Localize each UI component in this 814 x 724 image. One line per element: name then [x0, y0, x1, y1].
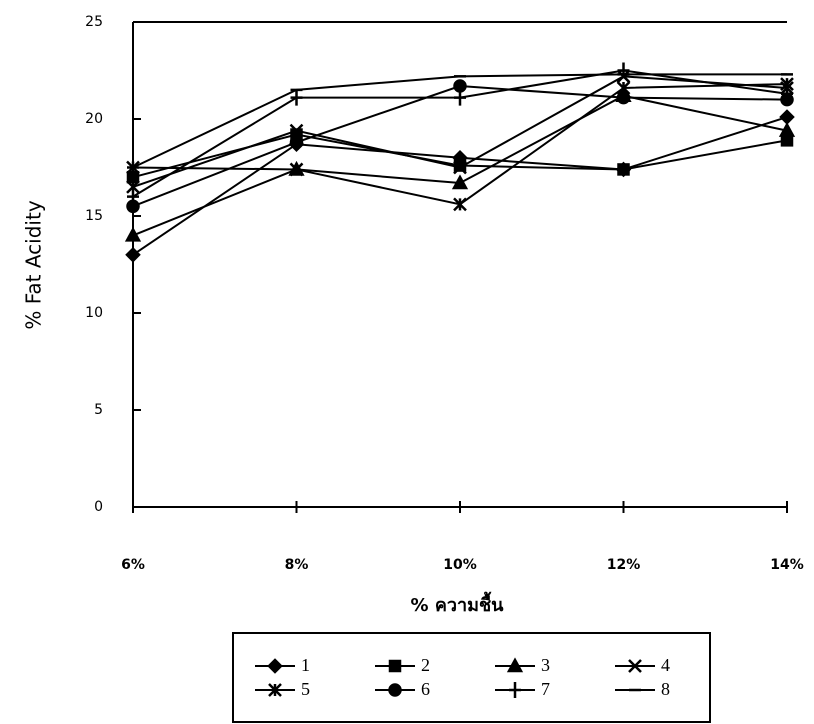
legend-label: 3 — [541, 655, 550, 675]
marker — [628, 659, 642, 673]
legend-label: 5 — [301, 679, 310, 699]
marker — [616, 90, 631, 105]
marker — [124, 226, 142, 242]
y-axis-title: % Fat Acidity — [22, 200, 46, 329]
legend-label: 6 — [421, 679, 430, 699]
marker — [617, 62, 630, 79]
marker — [126, 170, 140, 184]
x-tick-label: 12% — [607, 557, 641, 573]
marker — [506, 657, 524, 673]
y-tick-label: 0 — [94, 499, 103, 515]
legend-label: 4 — [661, 655, 670, 675]
marker — [779, 109, 795, 125]
legend-label: 7 — [541, 679, 550, 699]
legend-label: 8 — [661, 679, 670, 699]
marker — [509, 682, 521, 698]
marker — [388, 683, 402, 697]
x-tick-label: 10% — [443, 557, 477, 573]
legend-label: 2 — [421, 655, 430, 675]
y-tick-label: 5 — [94, 402, 103, 418]
marker — [388, 659, 402, 673]
y-tick-label: 20 — [85, 111, 103, 127]
marker — [781, 85, 793, 102]
marker — [453, 197, 467, 212]
marker — [453, 160, 467, 175]
y-tick-label: 15 — [85, 208, 103, 224]
marker — [126, 180, 140, 194]
x-axis-title: % ความชื้น — [411, 591, 505, 616]
marker — [267, 658, 283, 674]
marker — [289, 123, 304, 138]
marker — [127, 188, 139, 205]
marker — [268, 683, 282, 697]
marker — [617, 163, 630, 176]
marker — [451, 174, 469, 190]
marker — [778, 122, 796, 137]
x-tick-label: 14% — [770, 557, 804, 573]
y-tick-label: 25 — [85, 14, 103, 30]
legend-box — [232, 632, 711, 723]
marker — [125, 247, 141, 263]
marker — [289, 135, 304, 150]
x-tick-label: 8% — [285, 557, 309, 573]
legend-label: 1 — [301, 655, 310, 675]
y-tick-label: 10 — [85, 305, 103, 321]
marker — [289, 162, 304, 177]
marker — [454, 89, 466, 106]
marker — [290, 89, 303, 106]
x-tick-label: 6% — [121, 557, 145, 573]
